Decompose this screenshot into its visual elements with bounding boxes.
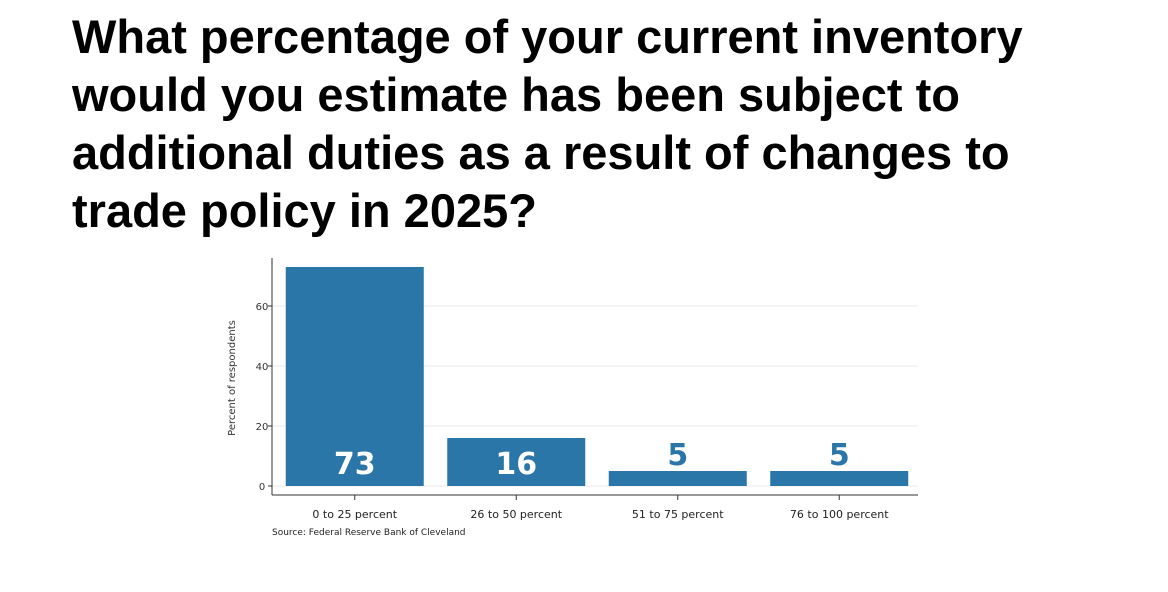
axes xyxy=(271,258,918,496)
y-tick-label: 60 xyxy=(256,302,269,313)
x-tick-label: 51 to 75 percent xyxy=(632,508,724,521)
data-label: 16 xyxy=(495,447,537,482)
x-tick-label: 76 to 100 percent xyxy=(790,508,889,521)
y-axis-label: Percent of respondents xyxy=(227,320,238,436)
x-tick-label: 0 to 25 percent xyxy=(312,508,397,521)
data-label: 73 xyxy=(334,447,376,482)
data-label: 5 xyxy=(667,438,688,473)
bar xyxy=(608,471,747,486)
y-tick-label: 40 xyxy=(256,362,269,373)
bar xyxy=(447,438,586,486)
x-tick-labels: 0 to 25 percent 26 to 50 percent 51 to 75 … xyxy=(312,495,889,521)
y-tick-labels: 0 20 40 60 xyxy=(256,302,272,493)
source-note: Source: Federal Reserve Bank of Clevelan… xyxy=(272,528,466,538)
data-label: 5 xyxy=(829,438,850,473)
y-tick-label: 0 xyxy=(259,482,265,493)
x-tick-label: 26 to 50 percent xyxy=(470,508,562,521)
chart-title: What percentage of your current inventor… xyxy=(72,10,1023,237)
bar xyxy=(285,267,424,486)
data-labels: 73 16 5 5 xyxy=(334,438,850,482)
y-tick-label: 20 xyxy=(256,422,269,433)
bar xyxy=(770,471,909,486)
bars xyxy=(285,267,909,486)
